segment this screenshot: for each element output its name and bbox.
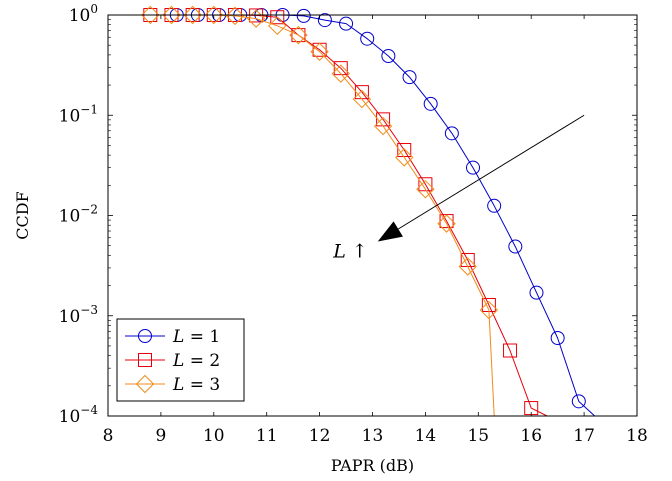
x-tick-label: 15 — [467, 426, 489, 446]
data-point — [550, 330, 565, 345]
data-point — [141, 5, 160, 25]
legend-entry: L = 3 — [125, 374, 220, 395]
y-tick-label: 10−4 — [59, 403, 99, 427]
data-point — [416, 179, 435, 199]
data-point — [333, 61, 348, 76]
legend-entry: L = 1 — [125, 327, 220, 347]
data-point — [402, 70, 417, 85]
data-point — [487, 198, 502, 213]
data-point — [268, 16, 287, 36]
data-point — [270, 10, 285, 25]
legend-marker — [138, 329, 152, 343]
y-axis-label: CCDF — [13, 191, 32, 239]
data-point — [204, 5, 224, 25]
arrow-line — [397, 114, 585, 230]
axis-labels: PAPR (dB) CCDF — [13, 191, 414, 475]
x-tick-label: 8 — [103, 426, 114, 446]
data-point — [381, 48, 396, 63]
x-tick-label: 17 — [573, 426, 595, 446]
x-axis-label: PAPR (dB) — [331, 456, 414, 475]
legend-label: L = 1 — [172, 327, 220, 347]
data-point — [246, 9, 266, 28]
x-tick-label: 14 — [415, 426, 437, 446]
legend-label: L = 3 — [172, 375, 220, 395]
data-point — [331, 64, 350, 83]
data-point — [418, 177, 433, 192]
data-point — [339, 16, 354, 31]
data-point — [508, 239, 523, 254]
data-point — [397, 143, 412, 158]
data-point — [289, 25, 308, 45]
x-tick-label: 18 — [626, 426, 648, 446]
data-point — [529, 285, 544, 300]
x-tick-label: 12 — [309, 426, 331, 446]
legend: L = 1 L = 2 L = 3 — [116, 318, 245, 402]
data-point — [503, 343, 518, 358]
x-tick-label: 10 — [203, 426, 225, 446]
data-point — [310, 42, 329, 61]
x-tick-label: 13 — [362, 426, 384, 446]
x-tick-label: 16 — [520, 426, 542, 446]
annotation: L ↑ — [332, 114, 585, 263]
x-tick-label: 11 — [256, 426, 278, 446]
data-point — [458, 257, 477, 276]
legend-entry: L = 2 — [125, 351, 220, 371]
data-point — [479, 300, 499, 320]
y-tick-label: 10−2 — [59, 203, 98, 227]
legend-marker — [135, 374, 155, 394]
legend-marker — [138, 353, 152, 367]
data-point — [352, 89, 372, 109]
data-point — [373, 116, 393, 136]
x-tick-label: 9 — [155, 426, 166, 446]
data-point — [317, 13, 332, 28]
data-point — [291, 28, 306, 43]
y-tick-label: 10−1 — [59, 102, 98, 126]
data-point — [423, 96, 438, 111]
ticks-layer: 8 9 10 11 12 13 14 15 16 17 18 100 10−1 10−2 10−3 10−4 — [59, 2, 648, 446]
data-point — [183, 5, 202, 25]
arrow-head — [377, 221, 403, 242]
y-tick-label: 10−3 — [59, 303, 98, 327]
data-point — [395, 148, 414, 167]
y-tick-label: 100 — [69, 2, 98, 26]
data-point — [296, 8, 311, 23]
data-point — [444, 126, 459, 141]
data-point — [225, 6, 245, 26]
data-point — [437, 214, 456, 233]
legend-label: L = 2 — [172, 351, 220, 371]
data-point — [466, 160, 481, 175]
data-point — [571, 394, 586, 409]
data-point — [162, 5, 181, 25]
annotation-label: L ↑ — [332, 241, 368, 263]
data-point — [360, 31, 375, 46]
